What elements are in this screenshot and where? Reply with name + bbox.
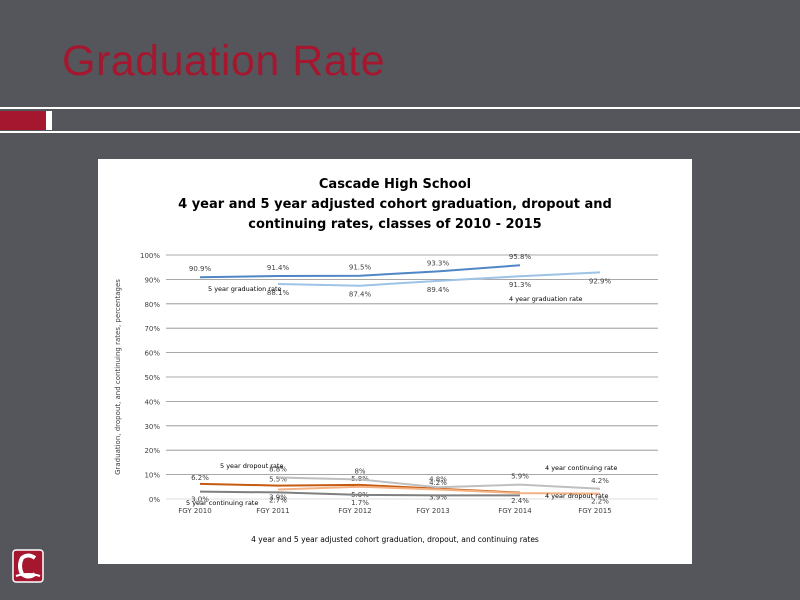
series-line <box>277 485 601 495</box>
x-tick-label: FGY 2012 <box>338 507 371 515</box>
data-label: 3.9% <box>429 493 447 501</box>
x-tick-label: FGY 2011 <box>256 507 289 515</box>
y-tick-label: 10% <box>144 472 160 480</box>
data-label: 4.8% <box>429 475 447 483</box>
data-label: 91.3% <box>509 281 532 289</box>
header-divider-top <box>0 107 800 109</box>
y-tick-label: 60% <box>144 350 160 358</box>
y-tick-label: 90% <box>144 276 160 284</box>
chart-title-line: 4 year and 5 year adjusted cohort gradua… <box>178 197 612 212</box>
data-label: 8% <box>354 467 365 475</box>
header-divider-bottom <box>0 131 800 133</box>
x-tick-label: FGY 2013 <box>416 507 449 515</box>
series-name-label: 4 year dropout rate <box>545 492 608 500</box>
school-logo <box>10 548 46 584</box>
data-label: 87.4% <box>349 291 372 299</box>
data-label: 3.0% <box>191 496 209 504</box>
chart-title-line: continuing rates, classes of 2010 - 2015 <box>248 217 541 232</box>
series-name-label: 5 year continuing rate <box>186 499 258 507</box>
y-tick-label: 20% <box>144 447 160 455</box>
line-chart: Cascade High School 4 year and 5 year adj… <box>114 177 658 544</box>
series-line <box>277 476 601 490</box>
y-tick-label: 30% <box>144 423 160 431</box>
series-name-label: 5 year graduation rate <box>208 285 282 293</box>
y-tick-label: 70% <box>144 325 160 333</box>
x-tick-label: FGY 2010 <box>178 507 211 515</box>
data-label: 91.4% <box>267 264 290 272</box>
data-label: 8.8% <box>269 466 287 474</box>
y-axis-label: Graduation, dropout, and continuing rate… <box>114 279 122 475</box>
accent-divider <box>46 111 52 130</box>
data-label: 5.9% <box>511 473 529 481</box>
data-label: 92.9% <box>589 277 612 285</box>
data-label: 5.5% <box>269 476 287 484</box>
data-label: 1.7% <box>351 499 369 507</box>
series-line <box>199 264 521 279</box>
data-label: 2.4% <box>511 497 529 505</box>
data-label: 4.2% <box>429 479 447 487</box>
y-tick-label: 0% <box>149 496 160 504</box>
data-label: 6.2% <box>191 474 209 482</box>
data-label: 93.3% <box>427 259 450 267</box>
slide-title: Graduation Rate <box>62 37 386 85</box>
series-name-label: 4 year continuing rate <box>545 464 617 472</box>
accent-band <box>52 111 800 130</box>
data-label: 91.5% <box>349 264 372 272</box>
series-name-label: 4 year graduation rate <box>509 295 583 303</box>
y-tick-label: 80% <box>144 301 160 309</box>
data-label: 2.2% <box>591 498 609 506</box>
data-label: 2.7% <box>269 496 287 504</box>
chart-card: Cascade High School 4 year and 5 year adj… <box>98 159 692 564</box>
chart-title-line: Cascade High School <box>319 177 471 192</box>
series-name-label: 5 year dropout rate <box>220 462 283 470</box>
series-line <box>277 271 601 287</box>
x-tick-label: FGY 2014 <box>498 507 532 515</box>
data-label: 3.9% <box>269 493 287 501</box>
x-axis-label: 4 year and 5 year adjusted cohort gradua… <box>251 535 539 544</box>
y-tick-label: 50% <box>144 374 160 382</box>
x-tick-label: FGY 2015 <box>578 507 611 515</box>
data-label: 88.1% <box>267 289 290 297</box>
accent-block <box>0 111 46 130</box>
y-tick-label: 40% <box>144 398 160 406</box>
data-label: 95.8% <box>509 253 532 261</box>
series-line <box>199 490 520 497</box>
y-tick-label: 100% <box>140 252 160 260</box>
data-label: 90.9% <box>189 265 212 273</box>
data-label: 4.2% <box>591 477 609 485</box>
data-label: 89.4% <box>427 286 450 294</box>
